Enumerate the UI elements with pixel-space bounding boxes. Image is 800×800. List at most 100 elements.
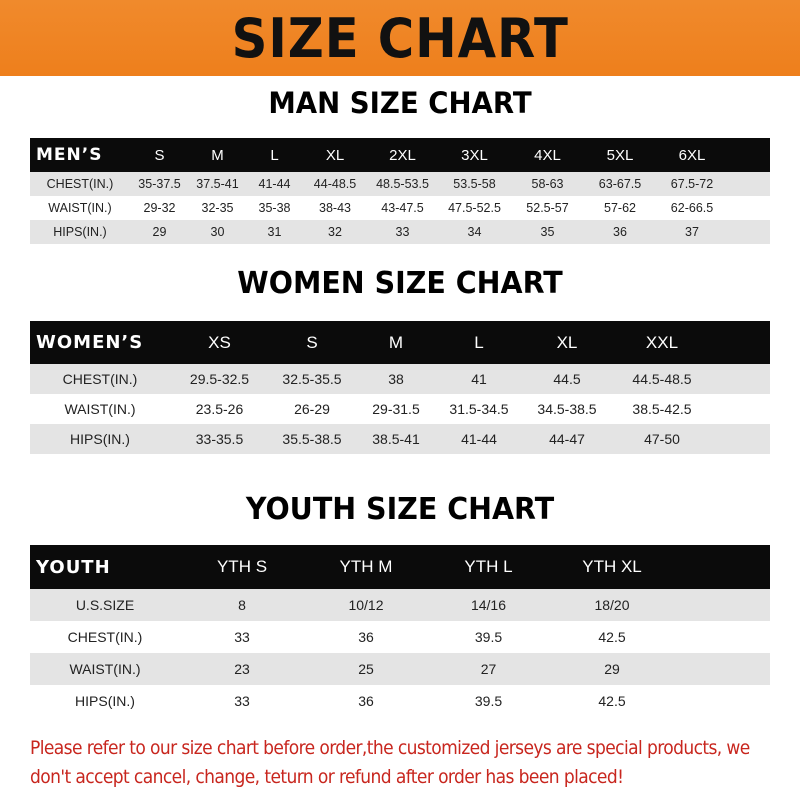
row-label: WOMEN’S (36, 332, 144, 353)
cell-value: 27 (480, 661, 497, 677)
cell-value: 32 (328, 225, 342, 239)
cell-value: 36 (358, 693, 374, 709)
cell-value: 3XL (461, 146, 488, 164)
cell-value: 29.5-32.5 (189, 371, 250, 387)
cell-value: 8 (238, 597, 246, 613)
cell-value: 14/16 (470, 597, 507, 613)
row-label: YOUTH (36, 556, 111, 578)
cell-value: 53.5-58 (453, 177, 496, 191)
cell-value: 35.5-38.5 (282, 431, 342, 447)
cell-value: 38 (388, 371, 404, 387)
cell-value: 38-43 (319, 201, 351, 215)
cell-value: 26-29 (294, 401, 330, 417)
cell-value: M (388, 332, 404, 352)
cell-value: S (154, 146, 165, 164)
cell-value: 38.5-42.5 (632, 401, 692, 417)
cell-value: 29 (152, 225, 167, 239)
cell-value: 47-50 (644, 431, 680, 447)
cell-value: XL (556, 332, 578, 352)
row-label: HIPS(IN.) (75, 693, 135, 709)
table-row: HIPS(IN.) 29 30 31 32 33 34 35 36 37 (30, 220, 770, 244)
cell-value: 48.5-53.5 (376, 177, 429, 191)
cell-value: 41-44 (461, 431, 497, 447)
cell-value: 6XL (678, 146, 706, 164)
row-label: WAIST(IN.) (64, 401, 136, 417)
cell-value: 44-47 (549, 431, 585, 447)
cell-value: L (270, 146, 279, 164)
table-row: HIPS(IN.) 33 36 39.5 42.5 (30, 685, 770, 717)
cell-value: M (211, 146, 224, 164)
row-label: HIPS(IN.) (70, 431, 130, 447)
cell-value: 31.5-34.5 (449, 401, 509, 417)
cell-value: 33 (234, 629, 250, 645)
table-header-row: YOUTH YTH S YTH M YTH L YTH XL (30, 545, 770, 589)
cell-value: 39.5 (474, 693, 503, 709)
cell-value: 38.5-41 (372, 431, 420, 447)
cell-value: 58-63 (531, 177, 564, 191)
table-row: U.S.SIZE 8 10/12 14/16 18/20 (30, 589, 770, 621)
row-label: WAIST(IN.) (48, 201, 112, 215)
cell-value: 44.5-48.5 (632, 371, 692, 387)
table-row: WAIST(IN.) 23.5-26 26-29 29-31.5 31.5-34.5 34… (30, 394, 770, 424)
cell-value: 42.5 (598, 693, 626, 709)
cell-value: 33 (395, 225, 410, 239)
men-size-table: MEN’S S M L XL 2XL 3XL 4XL 5XL 6XL CHEST(IN.) 35-37… (30, 138, 770, 244)
cell-value: 29 (604, 661, 620, 677)
women-size-table: WOMEN’S XS S M L XL XXL CHEST(IN.) 29.5-32.5 32.5… (30, 321, 770, 454)
row-label: HIPS(IN.) (53, 225, 107, 239)
cell-value: 30 (210, 225, 225, 239)
cell-value: L (474, 332, 484, 352)
cell-value: 23 (234, 661, 250, 677)
women-chart-title: WOMEN SIZE CHART (237, 266, 563, 301)
cell-value: 62-66.5 (670, 201, 714, 215)
youth-chart-title: YOUTH SIZE CHART (245, 492, 555, 527)
table-row: WAIST(IN.) 23 25 27 29 (30, 653, 770, 685)
cell-value: YTH L (464, 557, 513, 576)
banner-title: SIZE CHART (231, 6, 569, 70)
cell-value: 2XL (389, 146, 416, 164)
cell-value: 33-35.5 (195, 431, 244, 447)
table-header-row: MEN’S S M L XL 2XL 3XL 4XL 5XL 6XL (30, 138, 770, 172)
row-label: CHEST(IN.) (62, 371, 138, 387)
cell-value: XS (208, 332, 231, 352)
table-row: CHEST(IN.) 35-37.5 37.5-41 41-44 44-48.5 48.5… (30, 172, 770, 196)
table-row: CHEST(IN.) 33 36 39.5 42.5 (30, 621, 770, 653)
cell-value: 23.5-26 (195, 401, 244, 417)
cell-value: 44.5 (553, 371, 581, 387)
cell-value: 47.5-52.5 (448, 201, 501, 215)
cell-value: 35-38 (258, 201, 291, 215)
cell-value: 4XL (534, 146, 561, 164)
cell-value: 33 (234, 693, 250, 709)
cell-value: 25 (358, 661, 374, 677)
row-label: U.S.SIZE (75, 597, 135, 613)
cell-value: 43-47.5 (381, 201, 424, 215)
cell-value: XL (325, 146, 345, 164)
cell-value: 41-44 (258, 177, 291, 191)
cell-value: 32.5-35.5 (282, 371, 342, 387)
cell-value: 67.5-72 (670, 177, 714, 191)
cell-value: 57-62 (604, 201, 636, 215)
cell-value: 35 (540, 225, 555, 239)
cell-value: 34 (467, 225, 482, 239)
cell-value: YTH M (339, 557, 393, 576)
row-label: WAIST(IN.) (69, 661, 141, 677)
cell-value: 18/20 (594, 597, 630, 613)
row-label: MEN’S (36, 145, 103, 165)
cell-value: 39.5 (474, 629, 503, 645)
table-row: HIPS(IN.) 33-35.5 35.5-38.5 38.5-41 41-44 44-… (30, 424, 770, 454)
cell-value: 42.5 (598, 629, 626, 645)
cell-value: 34.5-38.5 (537, 401, 597, 417)
cell-value: YTH XL (582, 557, 642, 576)
cell-value: 35-37.5 (138, 177, 181, 191)
cell-value: 36 (358, 629, 374, 645)
cell-value: 37.5-41 (196, 177, 239, 191)
cell-value: 5XL (606, 146, 634, 164)
table-row: CHEST(IN.) 29.5-32.5 32.5-35.5 38 41 44.5 44.5… (30, 364, 770, 394)
cell-value: S (306, 332, 318, 352)
cell-value: 41 (471, 371, 487, 387)
youth-size-table: YOUTH YTH S YTH M YTH L YTH XL U.S.SIZE 8 10/12… (30, 545, 770, 717)
cell-value: 10/12 (348, 597, 384, 613)
order-notice: Please refer to our size chart before or… (30, 737, 750, 788)
cell-value: 44-48.5 (313, 177, 357, 191)
cell-value: 37 (685, 225, 699, 239)
